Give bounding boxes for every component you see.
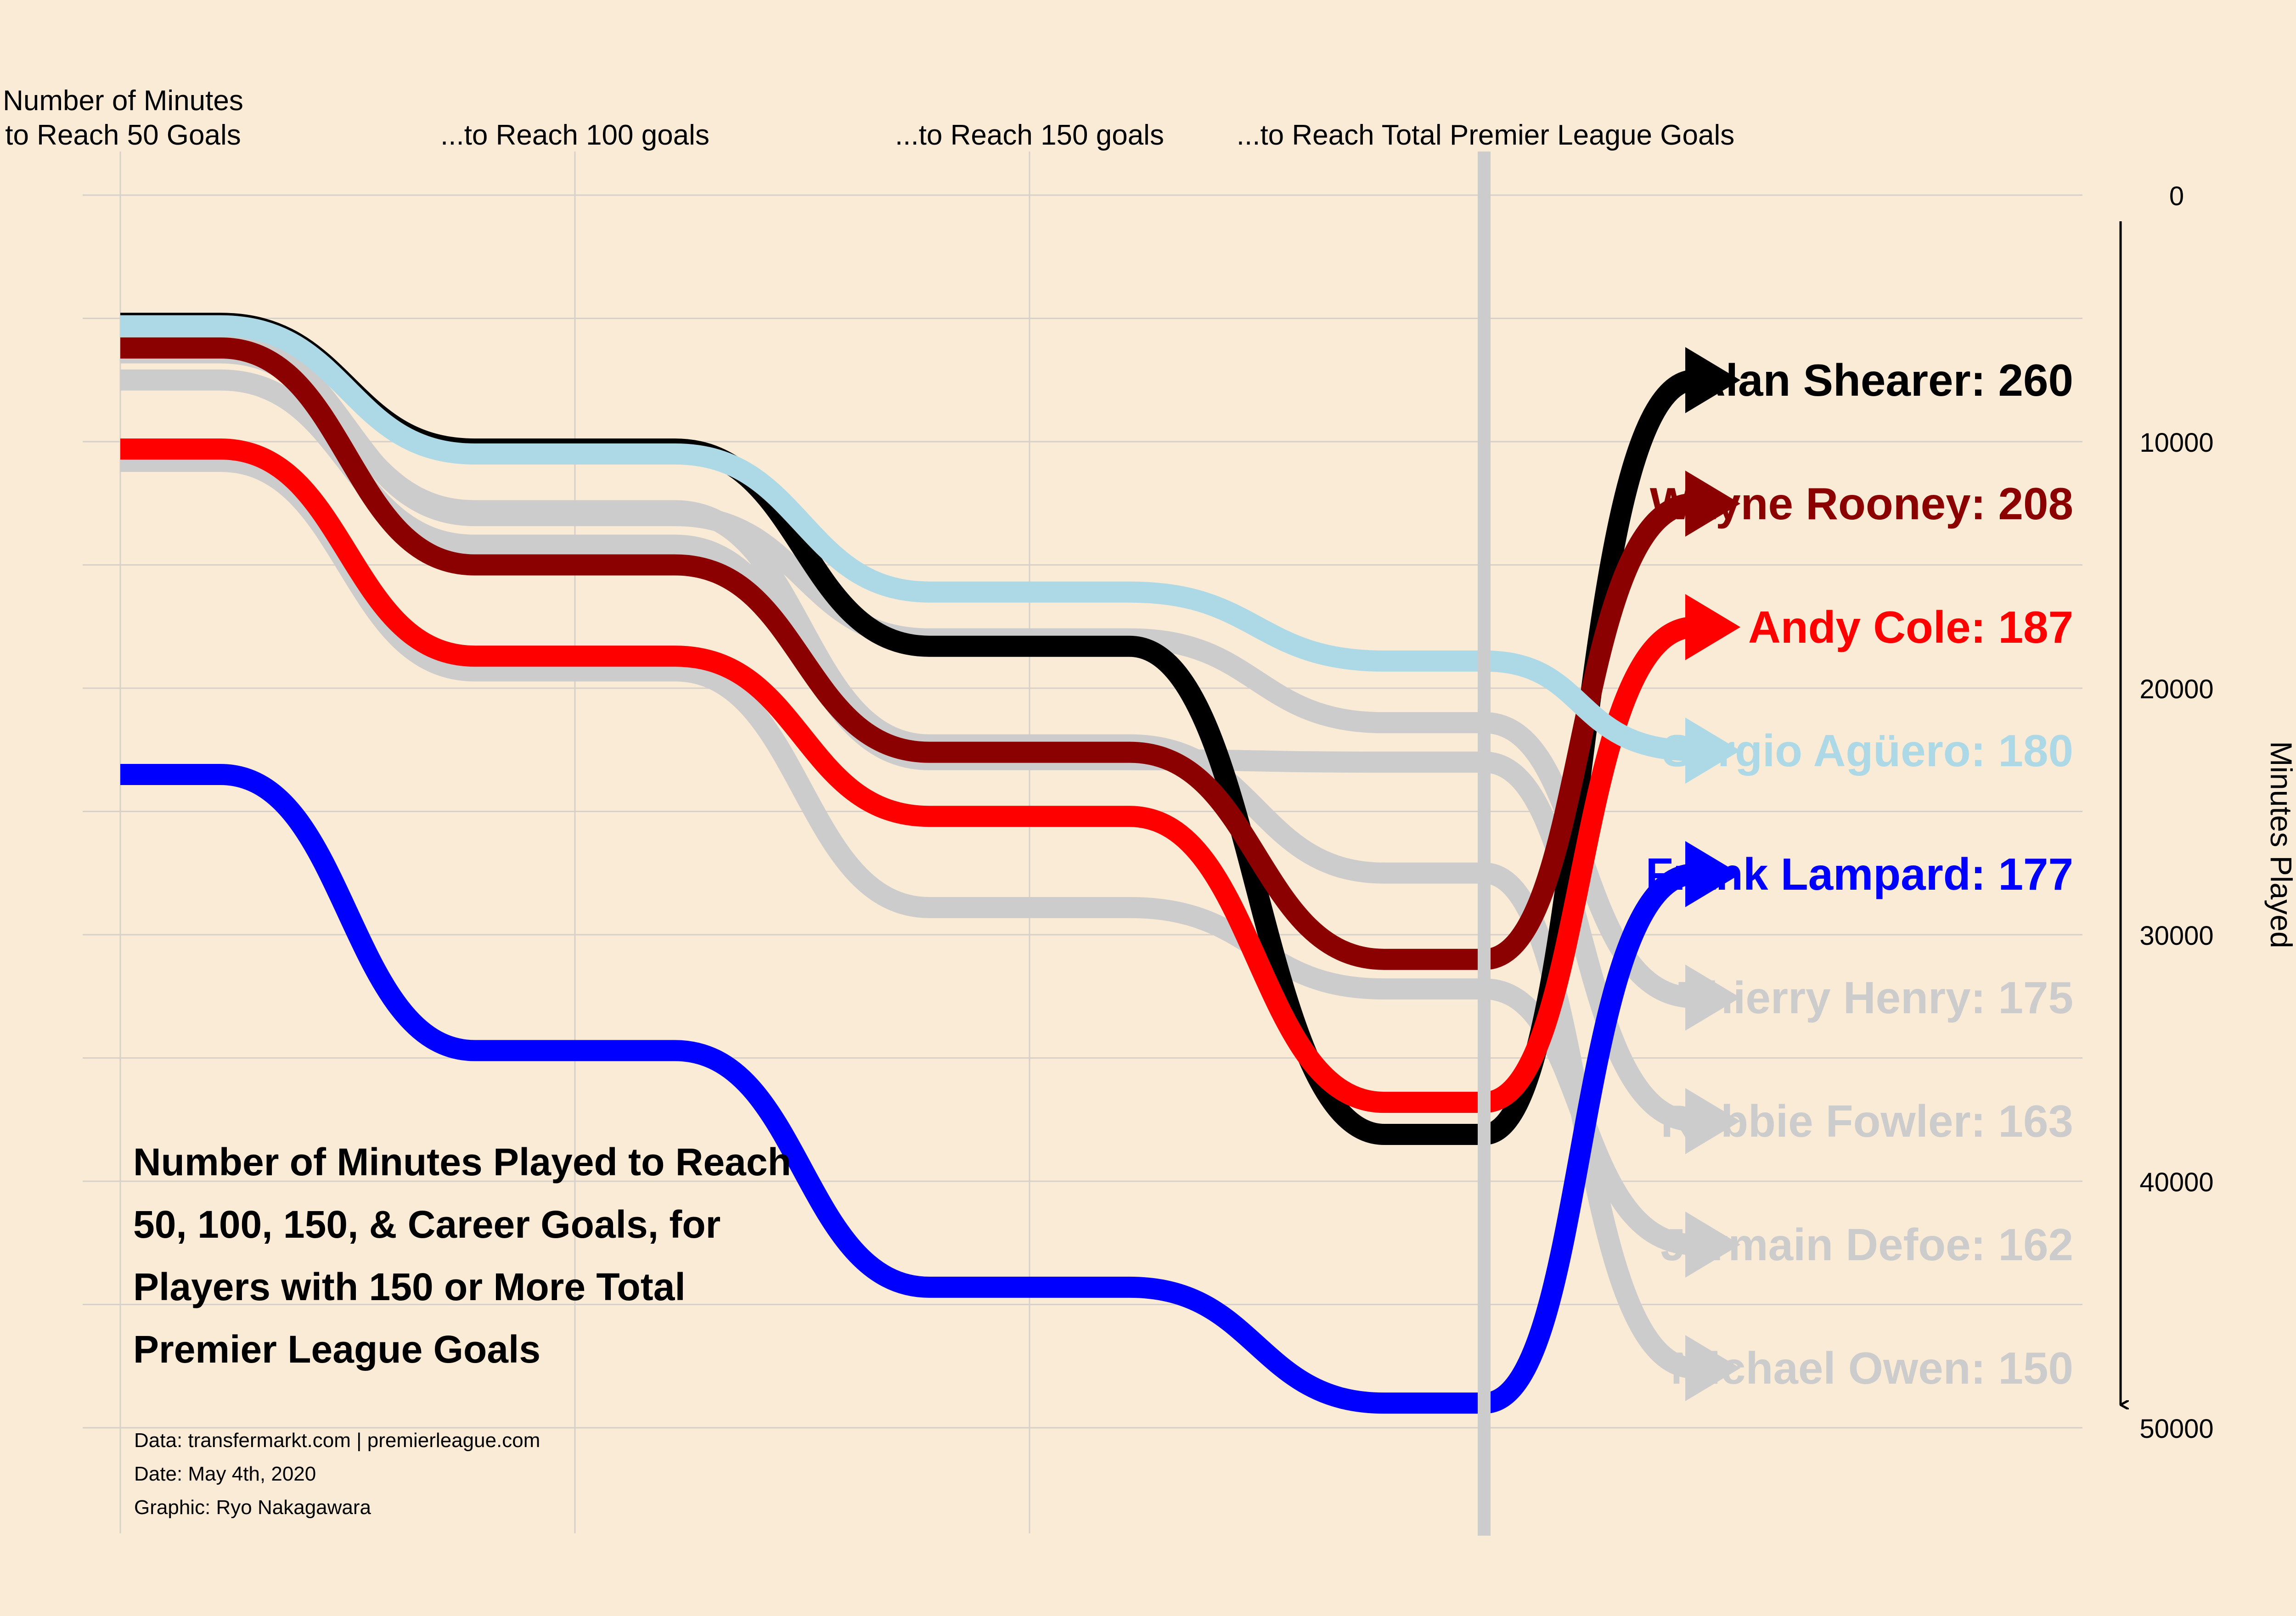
series-label-robbie-fowler: Robbie Fowler: 163 bbox=[1660, 1096, 2073, 1146]
y-tick-label: 50000 bbox=[2139, 1414, 2213, 1444]
y-axis-title: Minutes Played bbox=[2264, 741, 2296, 948]
title-line-4: Premier League Goals bbox=[133, 1328, 540, 1371]
caption: Data: transfermarkt.com | premierleague.… bbox=[134, 1429, 540, 1519]
y-tick-label: 30000 bbox=[2139, 921, 2213, 951]
y-tick-label: 20000 bbox=[2139, 674, 2213, 704]
series-label-thierry-henry: Thierry Henry: 175 bbox=[1678, 972, 2073, 1023]
y-tick-label: 40000 bbox=[2139, 1167, 2213, 1197]
y-axis: Minutes Played 0 10000 20000 30000 40000 5000… bbox=[2119, 181, 2296, 1444]
caption-graphic: Graphic: Ryo Nakagawara bbox=[134, 1496, 371, 1519]
series-label-wayne-rooney: Wayne Rooney: 208 bbox=[1650, 478, 2073, 529]
x-category-label: ...to Reach 100 goals bbox=[440, 119, 709, 151]
caption-date: Date: May 4th, 2020 bbox=[134, 1463, 316, 1485]
series-arrow-frank-lampard bbox=[1685, 841, 1740, 907]
series-line-sergio-aguero bbox=[120, 315, 1695, 761]
series-arrow-thierry-henry bbox=[1685, 965, 1740, 1031]
x-category-label: ...to Reach 150 goals bbox=[895, 119, 1164, 151]
series-label-sergio-aguero: Sergio Agüero: 180 bbox=[1662, 725, 2073, 776]
series-labels: Alan Shearer: 260 Wayne Rooney: 208 Andy C… bbox=[1646, 355, 2073, 1393]
series-label-jermain-defoe: Jermain Defoe: 162 bbox=[1660, 1219, 2073, 1270]
series-label-frank-lampard: Frank Lampard: 177 bbox=[1646, 849, 2073, 899]
caption-data: Data: transfermarkt.com | premierleague.… bbox=[134, 1429, 540, 1452]
series-arrow-jermain-defoe bbox=[1685, 1212, 1740, 1278]
x-category-label: to Reach 50 Goals bbox=[5, 119, 241, 151]
series-line-frank-lampard bbox=[120, 763, 1695, 1414]
chart-title: Number of Minutes Played to Reach 50, 10… bbox=[133, 1140, 791, 1371]
series-lines bbox=[120, 313, 1740, 1414]
x-category-label: ...to Reach Total Premier League Goals bbox=[1237, 119, 1734, 151]
series-label-andy-cole: Andy Cole: 187 bbox=[1748, 602, 2073, 652]
title-line-3: Players with 150 or More Total bbox=[133, 1265, 686, 1308]
series-arrow-robbie-fowler bbox=[1685, 1088, 1740, 1154]
series-arrow-andy-cole bbox=[1685, 594, 1740, 660]
series-line-andy-cole bbox=[120, 438, 1695, 1113]
y-tick-label: 10000 bbox=[2139, 428, 2213, 458]
series-label-alan-shearer: Alan Shearer: 260 bbox=[1693, 355, 2073, 405]
series-line-wayne-rooney bbox=[120, 337, 1695, 970]
title-line-1: Number of Minutes Played to Reach bbox=[133, 1140, 791, 1184]
series-label-michael-owen: Michael Owen: 150 bbox=[1671, 1343, 2073, 1393]
y-tick-label: 0 bbox=[2169, 181, 2184, 211]
x-category-label: Number of Minutes bbox=[3, 85, 243, 117]
title-line-2: 50, 100, 150, & Career Goals, for bbox=[133, 1203, 720, 1246]
series-arrow-alan-shearer bbox=[1685, 347, 1740, 413]
series-arrow-wayne-rooney bbox=[1685, 471, 1740, 537]
series-arrow-sergio-aguero bbox=[1685, 718, 1740, 784]
series-arrow-michael-owen bbox=[1685, 1335, 1740, 1401]
